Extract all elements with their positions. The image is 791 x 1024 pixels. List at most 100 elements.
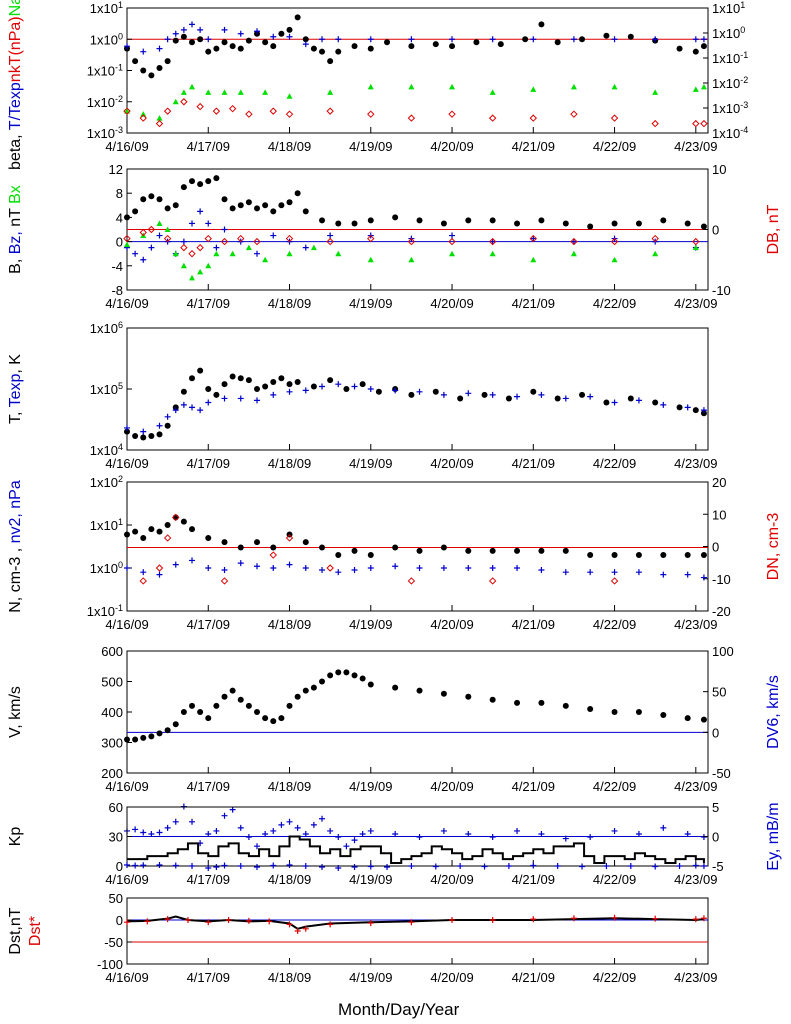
data-point-v <box>148 733 155 740</box>
data-point-dst- <box>367 920 374 927</box>
data-point-v <box>197 709 204 715</box>
data-point-ey <box>335 864 342 871</box>
data-point-nv2 <box>319 566 326 573</box>
data-point-b <box>562 220 569 227</box>
data-point-nv2 <box>635 569 642 576</box>
data-point-beta <box>554 39 561 46</box>
data-point-t-texp <box>652 36 659 43</box>
data-point-ey <box>408 863 415 869</box>
data-point-bx <box>213 250 220 257</box>
data-point-t <box>408 391 415 398</box>
x-tick-label: 4/17/09 <box>187 456 230 471</box>
panel-6: 0 30 60 -5 0 5 4/16/09 4/17/09 4/18/09 4/19/09 4/2… <box>7 800 782 887</box>
data-point-dst- <box>294 928 301 934</box>
data-point-v <box>635 709 642 715</box>
data-point-v <box>343 669 350 676</box>
data-point-n <box>335 552 342 559</box>
data-point-t-texp <box>205 36 212 43</box>
data-point-t <box>245 377 252 384</box>
data-point-beta <box>270 43 277 50</box>
data-point-db <box>570 237 578 246</box>
data-point-dst- <box>286 921 293 928</box>
data-point-dv6 <box>327 827 334 834</box>
data-point-b <box>286 199 293 206</box>
data-point-db <box>326 237 334 246</box>
data-point-n <box>221 539 228 546</box>
data-point-nv2 <box>684 571 691 578</box>
data-point-b <box>538 217 545 224</box>
data-point-na-np <box>700 83 707 90</box>
data-point-b <box>205 178 212 185</box>
right-tick-label: 50 <box>712 685 726 700</box>
data-point-t-texp <box>408 36 415 43</box>
left-tick-label: 1x106 <box>90 320 123 336</box>
data-point-nkt-npa- <box>448 110 456 118</box>
data-point-beta <box>449 43 456 50</box>
data-point-bx <box>124 241 130 248</box>
data-point-db <box>147 225 156 234</box>
data-point-dv6 <box>254 843 261 850</box>
data-point-texp <box>351 383 358 390</box>
data-point-v <box>132 736 139 743</box>
right-tick-label: 1x10-1 <box>712 50 748 66</box>
data-point-beta <box>310 45 317 52</box>
data-point-nkt-npa- <box>228 104 237 113</box>
data-point-bz <box>270 232 277 239</box>
data-point-nv2 <box>440 565 447 571</box>
left-tick-label: 200 <box>101 766 123 781</box>
data-point-beta <box>180 33 187 40</box>
data-point-bx <box>197 268 204 275</box>
data-point-beta <box>189 39 196 46</box>
data-point-bz <box>197 208 204 215</box>
data-point-bz <box>213 244 220 251</box>
data-point-nkt-npa- <box>367 110 375 118</box>
data-point-t <box>205 386 212 392</box>
data-point-dv6 <box>700 834 707 841</box>
data-point-na-np <box>205 89 212 95</box>
data-point-texp <box>440 391 447 398</box>
data-point-nkt-npa- <box>163 107 172 115</box>
data-point-bx <box>570 250 577 257</box>
data-point-beta <box>245 37 252 44</box>
x-tick-label: 4/22/09 <box>593 617 636 632</box>
data-point-beta <box>156 65 163 72</box>
data-point-v <box>335 669 342 676</box>
data-point-t <box>278 375 285 382</box>
data-point-beta <box>140 67 147 74</box>
data-point-dv6 <box>132 826 139 833</box>
data-point-beta <box>221 39 228 46</box>
data-point-nv2 <box>302 565 309 571</box>
data-point-b <box>132 208 139 215</box>
right-tick-label: 0 <box>712 540 719 555</box>
data-point-db <box>237 234 245 243</box>
data-point-bx <box>189 274 196 281</box>
data-point-dv6 <box>245 834 252 841</box>
data-point-ey <box>140 862 147 869</box>
y-axis-label: V, km/s <box>7 686 24 738</box>
data-point-t <box>180 388 187 395</box>
data-point-beta <box>237 45 244 52</box>
x-tick-label: 4/17/09 <box>187 970 230 985</box>
data-point-t-texp <box>449 36 456 43</box>
x-tick-label: 4/17/09 <box>187 617 230 632</box>
data-point-v <box>359 675 366 682</box>
data-point-texp <box>197 407 204 414</box>
data-point-dn <box>285 534 294 542</box>
left-tick-label: 1x10-2 <box>87 94 123 110</box>
data-point-v <box>392 684 399 691</box>
right-tick-label: 0 <box>712 223 719 238</box>
data-point-texp <box>237 395 244 402</box>
x-tick-label: 4/22/09 <box>593 139 636 154</box>
data-point-beta <box>132 58 139 65</box>
data-point-b <box>684 220 691 227</box>
data-point-b <box>465 217 472 224</box>
left-tick-label: 0 <box>116 913 123 928</box>
data-point-dv6 <box>164 824 171 831</box>
x-tick-label: 4/22/09 <box>593 970 636 985</box>
x-tick-label: 4/23/09 <box>674 617 717 632</box>
left-tick-label: 1x101 <box>90 517 123 533</box>
data-point-dn <box>326 564 334 572</box>
data-point-nv2 <box>489 565 496 571</box>
data-point-db <box>529 234 538 243</box>
data-point-na-np <box>652 89 659 95</box>
